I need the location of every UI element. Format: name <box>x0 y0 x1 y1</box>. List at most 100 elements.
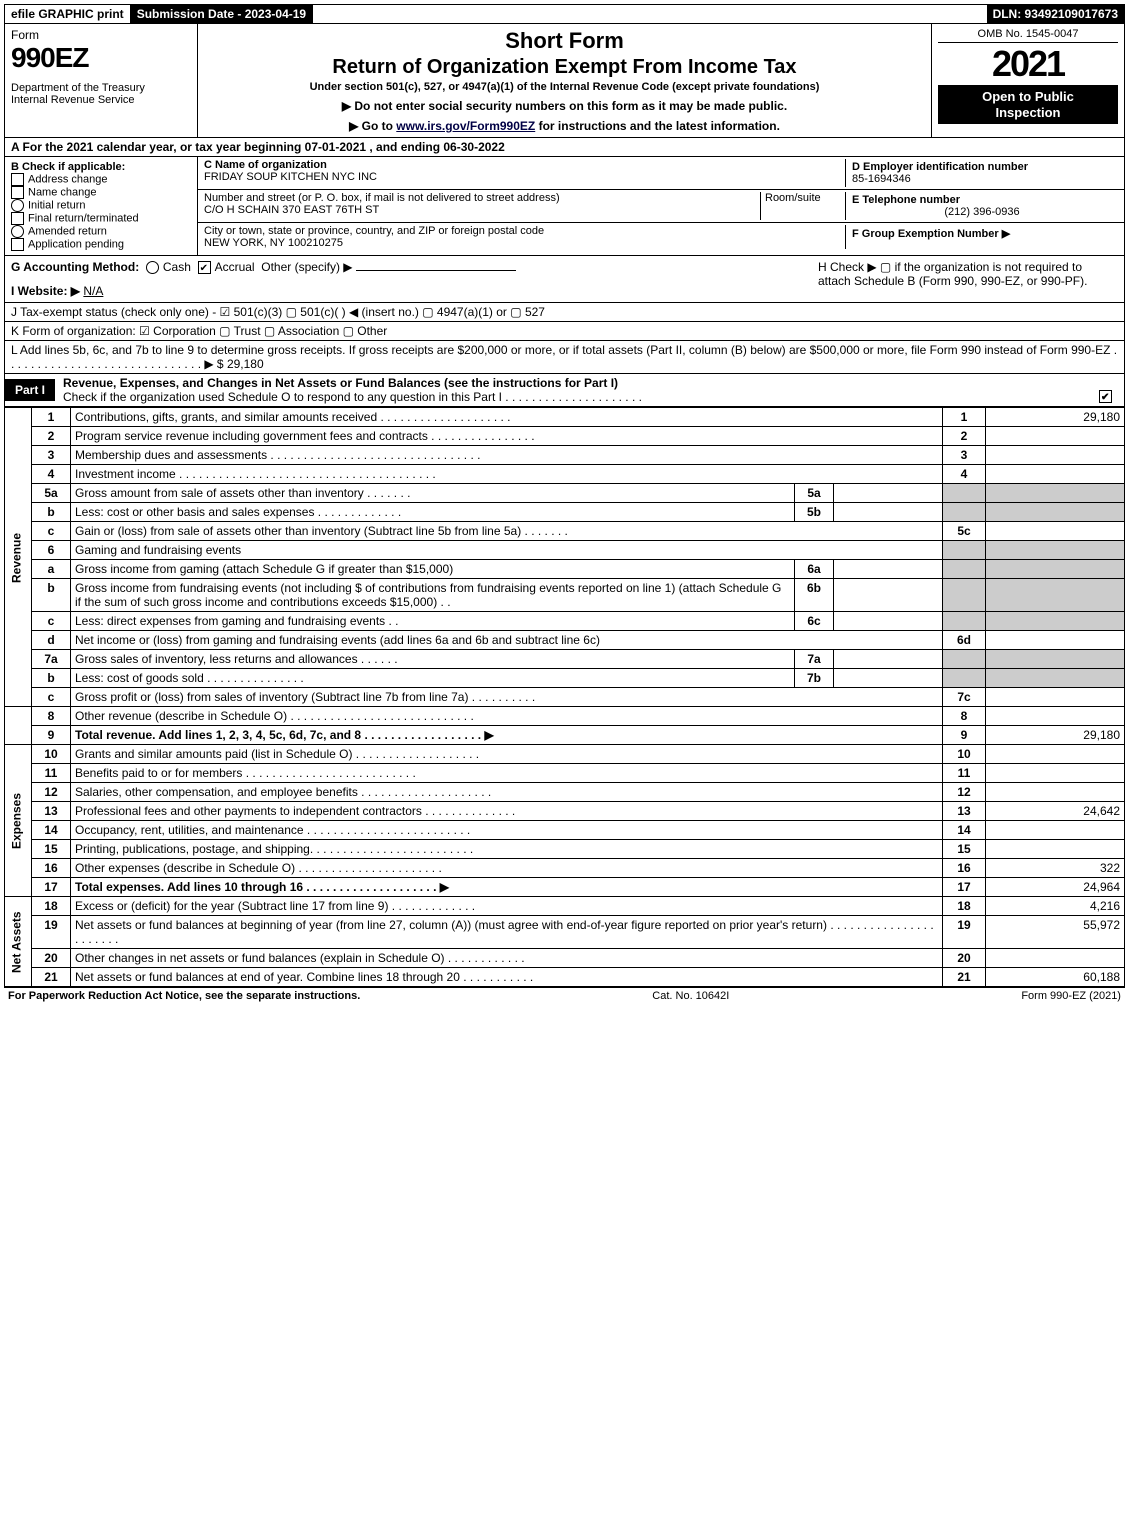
org-name: FRIDAY SOUP KITCHEN NYC INC <box>204 171 845 183</box>
checkbox-initial[interactable] <box>11 199 24 212</box>
l8-amt <box>986 707 1125 726</box>
l21-num: 21 <box>32 968 71 987</box>
l7a-shade <box>943 650 986 669</box>
l18-num: 18 <box>32 897 71 916</box>
l5a-desc: Gross amount from sale of assets other t… <box>71 484 795 503</box>
l15-desc: Printing, publications, postage, and shi… <box>71 840 943 859</box>
l17-num: 17 <box>32 878 71 897</box>
radio-cash[interactable] <box>146 261 159 274</box>
inspection-badge: Open to Public Inspection <box>938 85 1118 124</box>
l6b-sn: 6b <box>795 579 834 612</box>
b-item-4: Amended return <box>28 225 107 237</box>
checkbox-name[interactable] <box>11 186 24 199</box>
form-title: Return of Organization Exempt From Incom… <box>206 56 923 79</box>
l11-desc: Benefits paid to or for members . . . . … <box>71 764 943 783</box>
l6d-ln: 6d <box>943 631 986 650</box>
g-cash: Cash <box>163 260 191 274</box>
l7b-shade2 <box>986 669 1125 688</box>
l7b-num: b <box>32 669 71 688</box>
l14-desc: Occupancy, rent, utilities, and maintena… <box>71 821 943 840</box>
checkbox-address[interactable] <box>11 173 24 186</box>
l2-desc: Program service revenue including govern… <box>71 427 943 446</box>
l5a-num: 5a <box>32 484 71 503</box>
l6a-sn: 6a <box>795 560 834 579</box>
lines-table: Revenue 1 Contributions, gifts, grants, … <box>4 407 1125 987</box>
l8-ln: 8 <box>943 707 986 726</box>
l11-num: 11 <box>32 764 71 783</box>
note-ssn: ▶ Do not enter social security numbers o… <box>206 99 923 113</box>
section-d: D Employer identification number 85-1694… <box>845 159 1118 187</box>
l9-ln: 9 <box>943 726 986 745</box>
l21-desc: Net assets or fund balances at end of ye… <box>71 968 943 987</box>
l12-num: 12 <box>32 783 71 802</box>
l5b-sn: 5b <box>795 503 834 522</box>
section-j: J Tax-exempt status (check only one) - ☑… <box>4 303 1125 322</box>
l6a-shade <box>943 560 986 579</box>
l11-ln: 11 <box>943 764 986 783</box>
f-label: F Group Exemption Number ▶ <box>852 227 1112 240</box>
l1-num: 1 <box>32 408 71 427</box>
l7b-sn: 7b <box>795 669 834 688</box>
l7c-ln: 7c <box>943 688 986 707</box>
l6b-val <box>834 579 943 612</box>
l17-ln: 17 <box>943 878 986 897</box>
l6a-desc: Gross income from gaming (attach Schedul… <box>71 560 795 579</box>
l15-amt <box>986 840 1125 859</box>
l2-amt <box>986 427 1125 446</box>
l5a-sn: 5a <box>795 484 834 503</box>
footer-center: Cat. No. 10642I <box>652 990 729 1002</box>
l15-ln: 15 <box>943 840 986 859</box>
l3-amt <box>986 446 1125 465</box>
l5b-desc: Less: cost or other basis and sales expe… <box>71 503 795 522</box>
tax-year: 2021 <box>938 43 1118 85</box>
note2-pre: ▶ Go to <box>349 119 396 133</box>
l5b-shade <box>943 503 986 522</box>
part1-checkbox[interactable] <box>1099 390 1112 403</box>
checkbox-final[interactable] <box>11 212 24 225</box>
c-street-label: Number and street (or P. O. box, if mail… <box>204 192 760 204</box>
b-item-2: Initial return <box>28 199 85 211</box>
g-label: G Accounting Method: <box>11 260 139 274</box>
l5c-amt <box>986 522 1125 541</box>
submission-date: Submission Date - 2023-04-19 <box>131 5 313 23</box>
l4-ln: 4 <box>943 465 986 484</box>
revenue-vlabel-cont <box>5 707 32 745</box>
l6-shade <box>943 541 986 560</box>
l14-num: 14 <box>32 821 71 840</box>
l7a-num: 7a <box>32 650 71 669</box>
form-number: 990EZ <box>11 42 191 74</box>
form-subtitle: Under section 501(c), 527, or 4947(a)(1)… <box>206 81 923 93</box>
l6c-shade <box>943 612 986 631</box>
efile-label[interactable]: efile GRAPHIC print <box>5 5 131 23</box>
l2-num: 2 <box>32 427 71 446</box>
l3-num: 3 <box>32 446 71 465</box>
l13-ln: 13 <box>943 802 986 821</box>
part1-title-text: Revenue, Expenses, and Changes in Net As… <box>63 376 618 390</box>
l2-ln: 2 <box>943 427 986 446</box>
l13-amt: 24,642 <box>986 802 1125 821</box>
header-left: Form 990EZ Department of the Treasury In… <box>5 24 198 137</box>
l16-num: 16 <box>32 859 71 878</box>
note-link: ▶ Go to www.irs.gov/Form990EZ for instru… <box>206 119 923 133</box>
l8-num: 8 <box>32 707 71 726</box>
info-grid: B Check if applicable: Address change Na… <box>4 157 1125 256</box>
l19-desc: Net assets or fund balances at beginning… <box>71 916 943 949</box>
l12-desc: Salaries, other compensation, and employ… <box>71 783 943 802</box>
l7c-num: c <box>32 688 71 707</box>
l6b-shade2 <box>986 579 1125 612</box>
irs-link[interactable]: www.irs.gov/Form990EZ <box>396 119 535 133</box>
l12-amt <box>986 783 1125 802</box>
radio-accrual[interactable] <box>198 261 211 274</box>
l6d-num: d <box>32 631 71 650</box>
l7b-desc: Less: cost of goods sold . . . . . . . .… <box>71 669 795 688</box>
checkbox-amended[interactable] <box>11 225 24 238</box>
l6b-shade <box>943 579 986 612</box>
checkbox-pending[interactable] <box>11 238 24 251</box>
l6a-val <box>834 560 943 579</box>
l10-ln: 10 <box>943 745 986 764</box>
l8-desc: Other revenue (describe in Schedule O) .… <box>71 707 943 726</box>
l21-ln: 21 <box>943 968 986 987</box>
l5a-val <box>834 484 943 503</box>
header-center: Short Form Return of Organization Exempt… <box>198 24 932 137</box>
l6d-desc: Net income or (loss) from gaming and fun… <box>71 631 943 650</box>
